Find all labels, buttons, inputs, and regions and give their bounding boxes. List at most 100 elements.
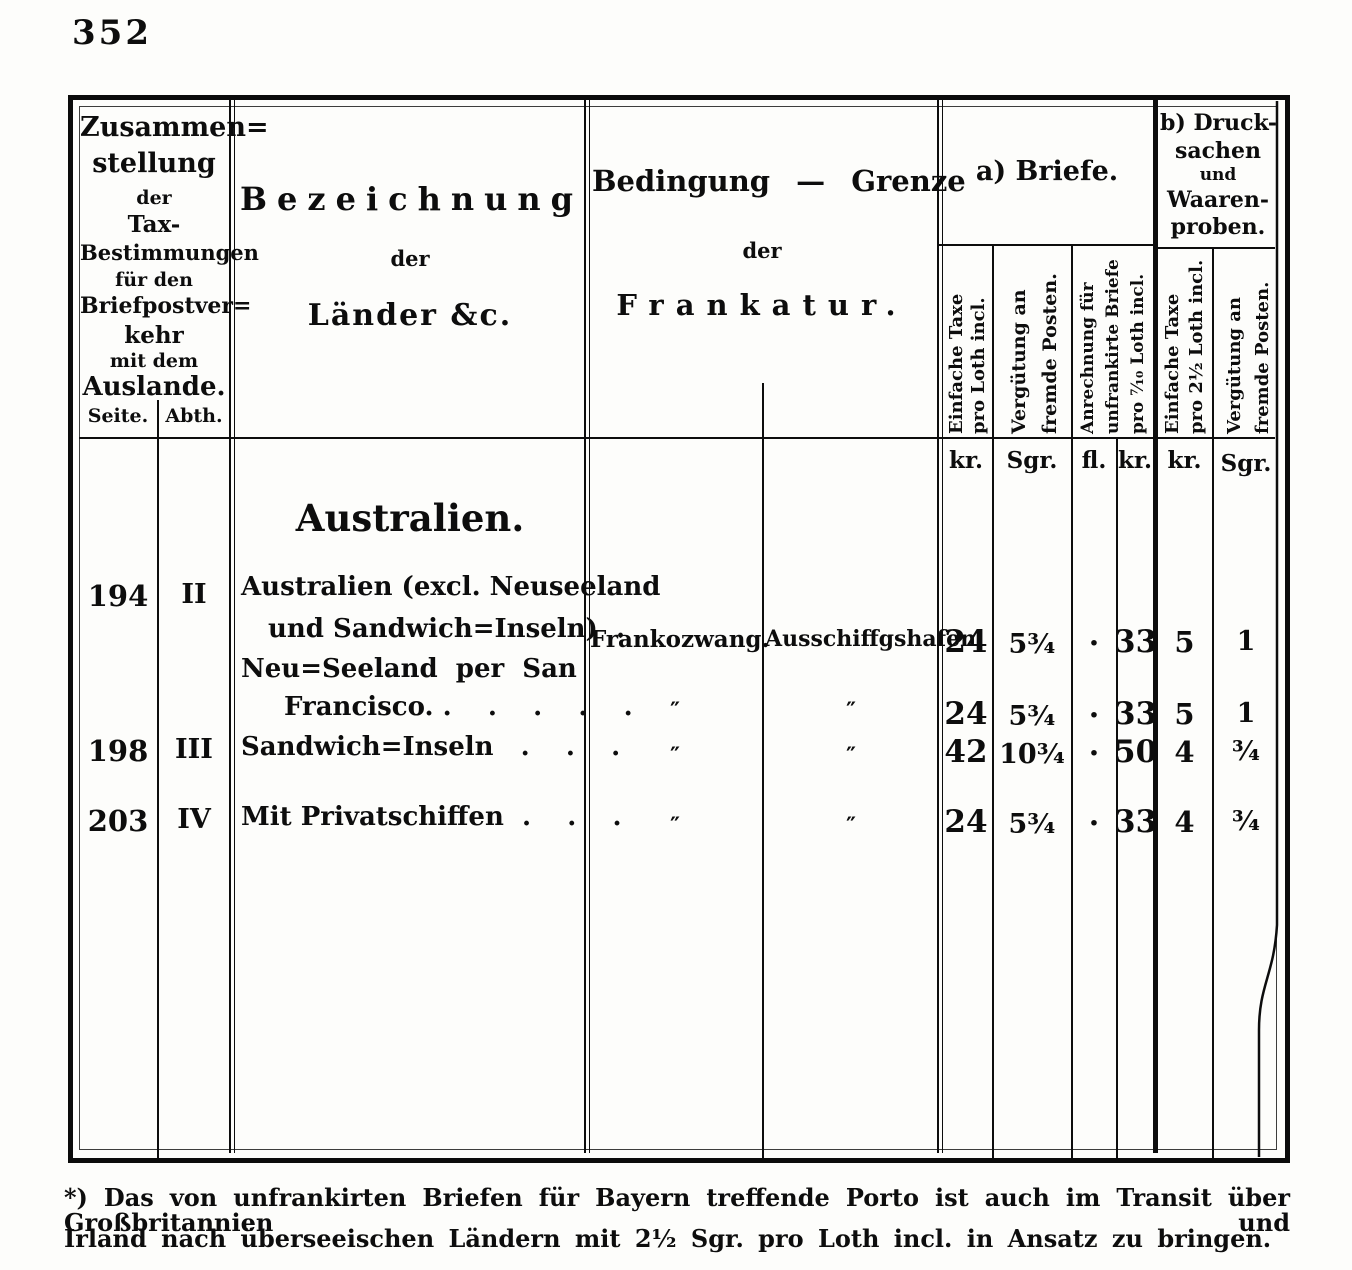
col1-title-line: Briefpostver= — [80, 293, 252, 319]
row-abth: III — [175, 734, 213, 765]
row-value: 50 — [1114, 734, 1158, 770]
unit-sgr: Sgr. — [1006, 447, 1058, 474]
rotated-label-line: pro 2½ Loth incl. — [1186, 259, 1207, 434]
row-country-line: und Sandwich=Inseln) . — [268, 614, 626, 644]
col1-title-line: stellung — [92, 148, 216, 179]
row-abth: IV — [177, 804, 211, 835]
briefe-subcol-einfache-taxe: Einfache Taxe pro Loth incl. — [946, 251, 991, 434]
rotated-label-line: Einfache Taxe — [946, 293, 967, 434]
row-value: 5 — [1174, 625, 1195, 659]
row-value: 24 — [944, 804, 988, 840]
col1-title-line: kehr — [124, 322, 184, 349]
col1-title-line: Tax- — [127, 211, 181, 238]
col3-title-frankatur: Frankatur. — [616, 288, 908, 322]
unit-sgr: Sgr. — [1220, 450, 1272, 477]
briefe-subcol-verguetung: Vergütung an fremde Posten. — [1000, 251, 1074, 434]
divider-briefe-sub1 — [992, 245, 994, 1158]
rotated-label-line: pro ⁷⁄₁₀ Loth incl. — [1128, 273, 1148, 434]
row-seite: 198 — [87, 734, 149, 768]
rotated-label-line: Vergütung an — [1008, 289, 1030, 434]
row-value: 5¾ — [1008, 809, 1056, 840]
rule-under-drucksachen — [1158, 247, 1275, 249]
footnote-line-1: *) Das von unfrankirten Briefen für Baye… — [64, 1183, 1290, 1238]
drucksachen-subcol-einfache-taxe: Einfache Taxe pro 2½ Loth incl. — [1161, 251, 1211, 434]
drucksachen-title-line: b) Druck- — [1160, 110, 1277, 136]
row-value: 1 — [1236, 626, 1256, 657]
page-number: 352 — [72, 13, 152, 53]
col1-seite-label: Seite. — [87, 405, 149, 427]
divider-drucksachen-sub — [1212, 247, 1214, 1158]
col1-title-line: Bestimmungen — [80, 240, 259, 265]
divider-briefe-drucksachen — [1153, 100, 1158, 1153]
col2-title-laender: Länder &c. — [307, 298, 513, 333]
drucksachen-title-line: und — [1199, 165, 1237, 185]
row-value: · — [1088, 626, 1100, 661]
drucksachen-subcol-verguetung: Vergütung an fremde Posten. — [1218, 251, 1283, 434]
row-value: 5¾ — [1008, 629, 1056, 660]
divider-col2-col3 — [584, 100, 590, 1153]
row-grenze: Ausschiffgshafen — [765, 626, 977, 652]
row-value: 24 — [944, 624, 988, 660]
rotated-label-line: fremde Posten. — [1252, 281, 1273, 434]
rotated-label-line: Anrechnung für — [1078, 282, 1098, 434]
row-value: 1 — [1236, 698, 1256, 729]
row-grenze-ditto: ″ — [846, 813, 856, 839]
row-value: 33 — [1114, 804, 1158, 840]
rotated-label-line: unfrankirte Briefe — [1103, 259, 1123, 434]
row-value: 4 — [1174, 805, 1195, 839]
divider-col3-briefe — [937, 100, 943, 1153]
col1-abth-label: Abth. — [165, 405, 223, 427]
briefe-subcol-anrechnung: Anrechnung für unfrankirte Briefe pro ⁷⁄… — [1076, 251, 1154, 434]
unit-kr: kr. — [1167, 447, 1202, 474]
unit-fl: fl. — [1081, 447, 1107, 474]
col2-title-der: der — [390, 246, 430, 271]
rotated-label-line: Einfache Taxe — [1162, 293, 1183, 434]
row-frankatur-ditto: ″ — [670, 743, 680, 769]
row-country-line: Australien (excl. Neuseeland — [241, 572, 661, 602]
row-value: 10¾ — [999, 739, 1065, 770]
table-outer-border — [68, 95, 1290, 1163]
drucksachen-title-line: Waaren- — [1166, 187, 1270, 213]
row-value: 33 — [1114, 696, 1158, 732]
row-country-line: Sandwich=Inseln . . . — [241, 732, 621, 762]
row-frankatur-ditto: ″ — [670, 698, 680, 724]
briefe-title: a) Briefe. — [975, 156, 1119, 187]
drucksachen-title-line: sachen — [1174, 138, 1262, 164]
row-value: 4 — [1174, 735, 1195, 769]
col2-title: Bezeichnung — [240, 180, 584, 218]
row-value: 5¾ — [1008, 701, 1056, 732]
rule-header-bottom — [79, 437, 1275, 439]
col1-title-line: Zusammen= — [80, 112, 269, 143]
row-frankatur-ditto: ″ — [670, 813, 680, 839]
col1-title-line: für den — [115, 269, 193, 291]
col3-title: Bedingung — Grenze — [592, 164, 966, 198]
row-abth: II — [181, 579, 207, 610]
divider-fl-kr — [1116, 437, 1118, 1158]
row-value: ¾ — [1231, 806, 1261, 837]
row-value: ¾ — [1231, 736, 1261, 767]
row-country-line: Francisco. . . . . . — [284, 692, 633, 722]
divider-frankatur-sub — [762, 383, 764, 1158]
row-value: 5 — [1174, 697, 1195, 731]
row-country-line: Neu=Seeland per San — [241, 654, 577, 684]
col1-title-line: mit dem — [109, 350, 199, 372]
row-grenze-ditto: ″ — [846, 698, 856, 724]
col1-title-line: Auslande. — [82, 372, 226, 402]
rotated-label-line: fremde Posten. — [1039, 273, 1061, 434]
row-country-line: Mit Privatschiffen . . . — [241, 802, 622, 832]
row-value: · — [1088, 806, 1100, 841]
drucksachen-title-line: proben. — [1170, 214, 1266, 240]
rule-under-briefe — [939, 244, 1155, 246]
row-value: · — [1088, 698, 1100, 733]
row-frankatur: Frankozwang. — [590, 626, 770, 653]
section-heading-australien: Australien. — [295, 496, 525, 540]
row-grenze-ditto: ″ — [846, 743, 856, 769]
divider-col1-col2 — [229, 100, 235, 1153]
rotated-label-line: Vergütung an — [1224, 296, 1245, 434]
unit-kr: kr. — [949, 447, 983, 474]
col1-title-line: der — [136, 187, 172, 209]
unit-kr: kr. — [1118, 447, 1152, 474]
row-seite: 194 — [87, 579, 149, 613]
row-value: 24 — [944, 696, 988, 732]
